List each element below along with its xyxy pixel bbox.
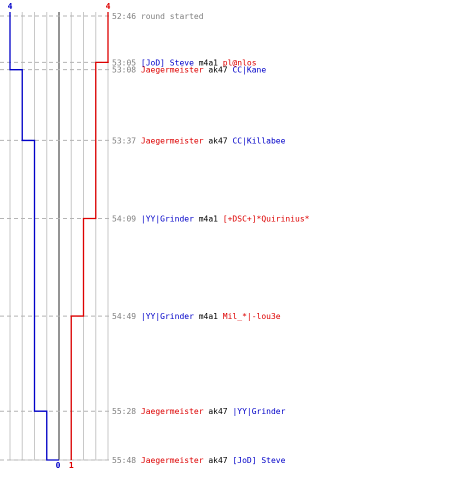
event-part: m4a1	[194, 214, 218, 223]
event-time: 54:09	[112, 214, 141, 223]
event-part: Jaegermeister	[141, 456, 204, 465]
bottom-label-blue: 0	[56, 461, 61, 470]
event-row: 55:48 Jaegermeister ak47 [JoD] Steve	[112, 456, 286, 465]
grid-lines	[9, 12, 109, 461]
event-time: 52:46	[112, 12, 141, 21]
event-part: m4a1	[194, 58, 218, 67]
event-row: 54:49 |YY|Grinder m4a1 Mil_*|-lou3e	[112, 312, 281, 321]
event-part: Mil_*|-lou3e	[218, 312, 281, 321]
event-row: 54:09 |YY|Grinder m4a1 [+DSC+]*Quirinius…	[112, 214, 310, 223]
top-label-red: 4	[106, 2, 111, 11]
event-row: 53:37 Jaegermeister ak47 CC|Killabee	[112, 136, 286, 145]
event-part: ak47	[204, 136, 228, 145]
event-part: [JoD] Steve	[228, 456, 286, 465]
event-part: |YY|Grinder	[141, 214, 194, 223]
event-time: 55:48	[112, 456, 141, 465]
event-part: ak47	[204, 407, 228, 416]
event-guide-lines	[0, 15, 110, 461]
event-part: |YY|Grinder	[228, 407, 286, 416]
event-part: round started	[141, 12, 204, 21]
score-lines	[9, 12, 109, 461]
red-score-line	[70, 12, 109, 460]
event-part: ak47	[204, 456, 228, 465]
bottom-label-red: 1	[69, 461, 74, 470]
event-row: 55:28 Jaegermeister ak47 |YY|Grinder	[112, 407, 286, 416]
top-label-blue: 4	[8, 2, 13, 11]
event-row: 53:05 [JoD] Steve m4a1 pl@nlos	[112, 58, 257, 67]
axis-labels: 4 4 0 1	[8, 2, 111, 470]
event-part: Jaegermeister	[141, 66, 204, 75]
event-part: CC|Kane	[228, 66, 267, 75]
event-time: 53:37	[112, 136, 141, 145]
event-time: 53:08	[112, 66, 141, 75]
event-part: Jaegermeister	[141, 407, 204, 416]
event-part: Jaegermeister	[141, 136, 204, 145]
event-part: CC|Killabee	[228, 136, 286, 145]
event-part: ak47	[204, 66, 228, 75]
event-part: [JoD] Steve	[141, 58, 194, 67]
event-part: |YY|Grinder	[141, 312, 194, 321]
event-time: 54:49	[112, 312, 141, 321]
blue-score-line	[9, 12, 59, 461]
event-part: [+DSC+]*Quirinius*	[218, 214, 310, 223]
event-part: m4a1	[194, 312, 218, 321]
event-row: 52:46 round started	[112, 12, 204, 21]
event-part: pl@nlos	[218, 58, 257, 67]
event-time: 55:28	[112, 407, 141, 416]
event-log: 52:46 round started 53:05 [JoD] Steve m4a…	[112, 12, 310, 465]
event-row: 53:08 Jaegermeister ak47 CC|Kane	[112, 66, 266, 75]
event-time: 53:05	[112, 58, 141, 67]
